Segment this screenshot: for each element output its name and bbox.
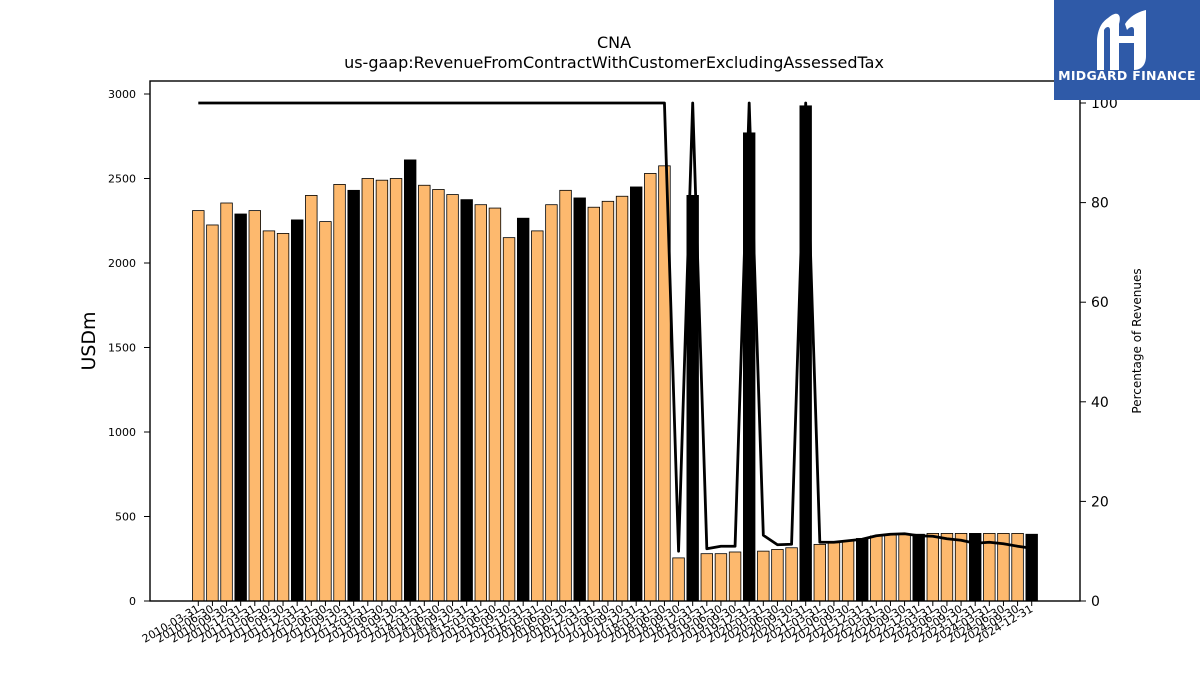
bar bbox=[446, 194, 459, 602]
chart-title: CNA bbox=[597, 33, 631, 52]
bar bbox=[403, 159, 417, 602]
y-tick-label: 3000 bbox=[108, 88, 136, 101]
bar bbox=[870, 535, 883, 602]
bar bbox=[262, 230, 276, 602]
bar bbox=[813, 543, 827, 602]
bar bbox=[587, 206, 601, 602]
brand-name: MIDGARD FINANCE bbox=[1058, 68, 1196, 83]
bar bbox=[700, 553, 714, 602]
bar bbox=[615, 195, 629, 602]
bar bbox=[248, 210, 261, 602]
y-axis-right: 0 20 40 60 80 100 bbox=[1080, 96, 1118, 610]
bar bbox=[1011, 533, 1024, 602]
bar bbox=[1025, 533, 1038, 602]
bar bbox=[192, 210, 205, 602]
chart-subtitle: us-gaap:RevenueFromContractWithCustomerE… bbox=[344, 53, 884, 72]
bar bbox=[672, 557, 685, 602]
y2-tick-label: 20 bbox=[1091, 494, 1109, 510]
bar bbox=[206, 224, 219, 602]
bar bbox=[799, 105, 812, 602]
bar bbox=[361, 178, 374, 602]
bar bbox=[940, 533, 954, 602]
y-tick-label: 0 bbox=[129, 595, 136, 608]
bar bbox=[418, 184, 431, 602]
bar bbox=[290, 219, 304, 602]
bars-layer bbox=[192, 105, 1038, 602]
bar bbox=[531, 230, 544, 602]
y-tick-label: 2500 bbox=[108, 173, 136, 186]
bar bbox=[630, 186, 643, 602]
bar bbox=[559, 189, 572, 602]
y-axis-left: 0 500 1000 1500 2000 2500 3000 bbox=[108, 88, 150, 608]
bar bbox=[898, 533, 911, 602]
bar bbox=[375, 179, 389, 602]
logo-mark-icon bbox=[1097, 10, 1146, 71]
bar bbox=[460, 199, 473, 602]
bar bbox=[601, 200, 615, 602]
bar bbox=[841, 540, 855, 602]
y2-axis-label: Percentage of Revenues bbox=[1130, 268, 1144, 413]
bar bbox=[644, 173, 657, 602]
bar bbox=[389, 178, 403, 602]
y2-tick-label: 80 bbox=[1091, 196, 1109, 212]
bar bbox=[714, 553, 728, 602]
bar bbox=[516, 217, 530, 602]
bar bbox=[545, 204, 558, 602]
brand-logo: MIDGARD FINANCE bbox=[1054, 0, 1200, 100]
bar bbox=[333, 184, 346, 602]
y2-tick-label: 100 bbox=[1091, 96, 1118, 112]
bar bbox=[305, 194, 318, 602]
bar bbox=[220, 202, 233, 602]
y-tick-label: 1500 bbox=[108, 342, 136, 355]
bar bbox=[474, 204, 487, 602]
x-axis: 2010-03-312010-06-302010-09-302010-12-31… bbox=[140, 601, 1035, 646]
bar bbox=[757, 550, 770, 602]
bar bbox=[234, 213, 247, 602]
bar bbox=[432, 189, 445, 602]
percentage-line bbox=[198, 101, 1032, 553]
bar bbox=[926, 533, 940, 602]
bar bbox=[319, 221, 332, 602]
bar bbox=[728, 551, 742, 602]
y-tick-label: 2000 bbox=[108, 257, 136, 270]
y2-tick-label: 40 bbox=[1091, 395, 1109, 411]
bar bbox=[347, 189, 360, 602]
bar bbox=[771, 549, 784, 602]
bar bbox=[954, 533, 968, 602]
y-axis-label: USDm bbox=[78, 311, 100, 370]
y-tick-label: 1000 bbox=[108, 426, 136, 439]
y-tick-label: 500 bbox=[115, 511, 136, 524]
bar bbox=[573, 197, 586, 602]
bar bbox=[785, 547, 798, 602]
bar bbox=[884, 534, 897, 602]
y2-tick-label: 60 bbox=[1091, 295, 1109, 311]
bar bbox=[276, 233, 290, 602]
plot-frame bbox=[149, 80, 1081, 602]
bar bbox=[827, 542, 841, 602]
y2-tick-label: 0 bbox=[1091, 594, 1100, 610]
bar bbox=[912, 533, 925, 602]
bar bbox=[502, 237, 516, 602]
bar bbox=[488, 207, 502, 602]
bar bbox=[856, 538, 869, 602]
